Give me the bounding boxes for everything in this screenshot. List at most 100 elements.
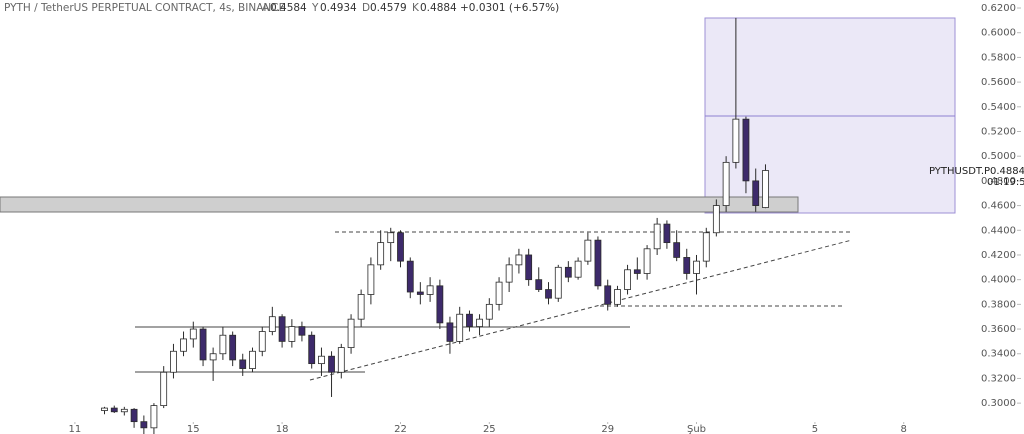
ohlc-value: 0.4584 bbox=[270, 2, 307, 14]
candle-body bbox=[752, 180, 760, 206]
candle-body bbox=[308, 334, 316, 365]
candle-body bbox=[101, 407, 108, 411]
candle-body bbox=[525, 254, 533, 281]
candle-body bbox=[564, 266, 572, 278]
candle-body bbox=[110, 407, 118, 413]
candle-body bbox=[288, 326, 296, 342]
candle-body bbox=[209, 353, 217, 361]
candle-body bbox=[140, 421, 148, 429]
y-tick-label: 0.3400 bbox=[981, 349, 1016, 360]
price-change: +0.0301 (+6.57%) bbox=[460, 2, 559, 14]
candle-body bbox=[535, 279, 543, 290]
candle-body bbox=[574, 260, 582, 278]
ohlc-key: A bbox=[262, 2, 270, 14]
x-tick-label: 15 bbox=[187, 424, 200, 434]
candle-body bbox=[406, 260, 414, 293]
candle-body bbox=[732, 118, 740, 163]
candle-body bbox=[722, 161, 730, 206]
candle-body bbox=[554, 266, 562, 299]
candle-body bbox=[545, 289, 552, 299]
candle-body bbox=[436, 285, 444, 324]
candle-body bbox=[485, 303, 493, 320]
candle-body bbox=[426, 285, 434, 295]
candle-body bbox=[584, 239, 592, 262]
candle-body bbox=[446, 322, 454, 342]
candle-body bbox=[702, 232, 710, 262]
y-tick-label: 0.4600 bbox=[981, 201, 1016, 212]
x-tick-label: 5 bbox=[812, 424, 818, 434]
x-tick-label: 11 bbox=[69, 424, 82, 434]
candle-body bbox=[594, 239, 602, 287]
candle-body bbox=[199, 328, 207, 361]
candle-body bbox=[693, 260, 700, 274]
candle-body bbox=[712, 205, 720, 234]
candle-body bbox=[150, 405, 158, 429]
candle-body bbox=[278, 316, 286, 342]
trend-line bbox=[309, 239, 853, 381]
candle-body bbox=[367, 264, 375, 295]
candle-body bbox=[249, 350, 256, 369]
candle-body bbox=[387, 232, 395, 244]
candle-body bbox=[505, 264, 513, 283]
candle-body bbox=[495, 281, 503, 305]
y-tick-label: 0.4800 bbox=[981, 176, 1016, 187]
candle-body bbox=[466, 313, 473, 327]
candle-body bbox=[742, 118, 750, 182]
candle-body bbox=[683, 257, 691, 274]
candle-body bbox=[337, 347, 345, 373]
y-tick-label: 0.4200 bbox=[981, 250, 1016, 261]
y-tick-label: 0.3200 bbox=[981, 373, 1016, 384]
last-price: 0.4884 bbox=[990, 166, 1024, 177]
candle-body bbox=[298, 326, 306, 336]
y-tick-label: 0.5400 bbox=[981, 102, 1016, 113]
ohlc-value: 0.4579 bbox=[370, 2, 407, 14]
candle-body bbox=[633, 269, 641, 274]
y-tick-label: 0.5000 bbox=[981, 151, 1016, 162]
y-tick-label: 0.3800 bbox=[981, 299, 1016, 310]
candle-body bbox=[328, 355, 335, 373]
y-tick-label: 0.4000 bbox=[981, 275, 1016, 286]
y-tick-label: 0.4400 bbox=[981, 225, 1016, 236]
x-tick-label: 22 bbox=[394, 424, 407, 434]
chart-title: PYTH / TetherUS PERPETUAL CONTRACT, 4s, … bbox=[4, 2, 285, 14]
y-tick-label: 0.3000 bbox=[981, 398, 1016, 409]
candle-body bbox=[456, 313, 464, 342]
candle-body bbox=[624, 269, 631, 290]
ohlc-key: Y bbox=[311, 2, 319, 14]
candle-body bbox=[614, 289, 621, 305]
candle-body bbox=[673, 242, 681, 258]
ohlc-key: K bbox=[412, 2, 420, 14]
y-tick-label: 0.5200 bbox=[981, 126, 1016, 137]
candle-body bbox=[180, 338, 187, 352]
candle-body bbox=[653, 223, 661, 250]
ohlc-value: 0.4934 bbox=[320, 2, 357, 14]
ohlc-value: 0.4884 bbox=[420, 2, 457, 14]
candle-body bbox=[643, 248, 651, 274]
y-tick-label: 0.3600 bbox=[981, 324, 1016, 335]
candle-body bbox=[663, 223, 671, 244]
candles bbox=[101, 17, 769, 434]
candle-body bbox=[130, 408, 138, 423]
candle-body bbox=[397, 232, 404, 262]
candle-body bbox=[160, 371, 168, 407]
candle-body bbox=[170, 350, 177, 373]
candle-body bbox=[377, 242, 385, 266]
candle-body bbox=[258, 331, 266, 352]
candle-body bbox=[515, 254, 523, 266]
candle-body bbox=[120, 408, 128, 413]
candle-body bbox=[416, 291, 424, 295]
candle-body bbox=[476, 318, 483, 327]
y-tick-label: 0.6000 bbox=[981, 28, 1016, 39]
candle-body bbox=[357, 294, 365, 320]
candle-body bbox=[604, 285, 612, 305]
candle-body bbox=[347, 318, 355, 348]
x-tick-label: 25 bbox=[483, 424, 496, 434]
axes: 0.6200 0.6000 0.5800 0.5600 0.5400 0.5200 0.50… bbox=[69, 3, 1021, 434]
candle-body bbox=[318, 355, 325, 365]
resistance-zone bbox=[0, 196, 799, 213]
candle-body bbox=[762, 170, 769, 208]
candle-body bbox=[268, 316, 276, 332]
x-tick-label: 8 bbox=[901, 424, 907, 434]
ohlc-key: D bbox=[362, 2, 370, 14]
